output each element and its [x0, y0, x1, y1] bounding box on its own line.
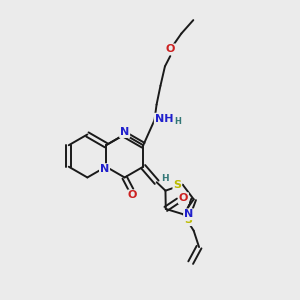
- Text: NH: NH: [155, 114, 173, 124]
- Text: O: O: [128, 190, 137, 200]
- Text: S: S: [173, 180, 181, 190]
- Text: H: H: [174, 117, 181, 126]
- Text: N: N: [100, 164, 109, 174]
- Text: S: S: [184, 215, 192, 225]
- Text: O: O: [179, 193, 188, 203]
- Text: N: N: [184, 209, 193, 219]
- Text: H: H: [160, 174, 168, 183]
- Text: N: N: [120, 127, 129, 137]
- Text: O: O: [166, 44, 175, 54]
